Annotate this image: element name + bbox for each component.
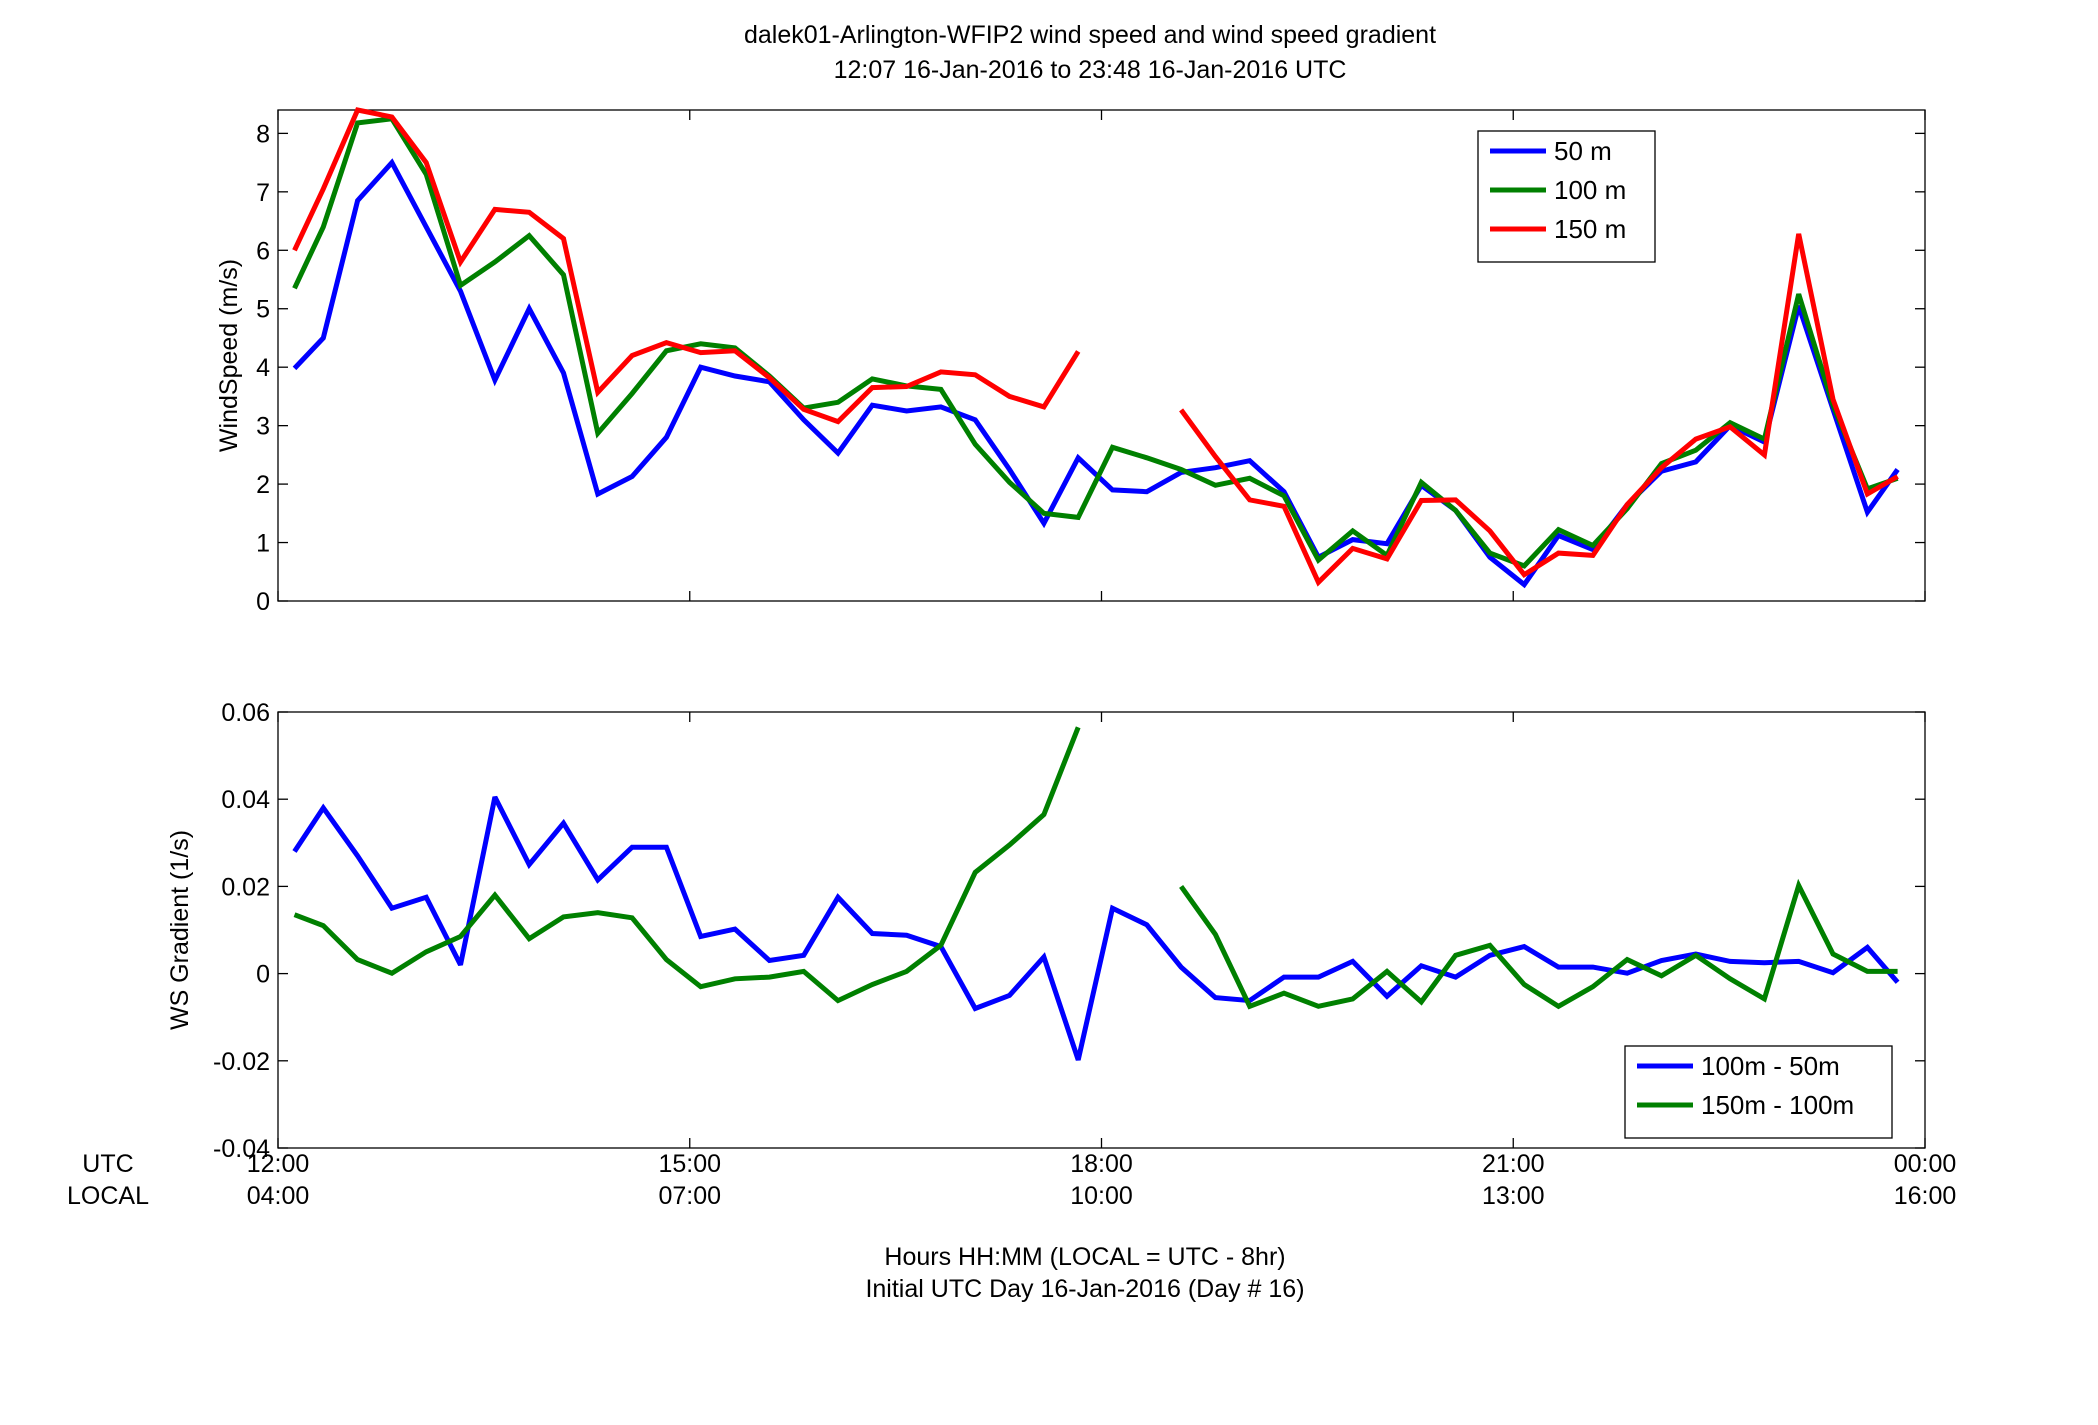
windspeed-series-line-50-m <box>292 158 1900 589</box>
gradient-legend-label: 150m - 100m <box>1701 1090 1854 1120</box>
gradient-legend-label: 100m - 50m <box>1701 1051 1840 1081</box>
utc-tick-label: 15:00 <box>658 1150 721 1178</box>
windspeed-ytick-label: 3 <box>256 413 270 441</box>
windspeed-axes-box <box>277 109 1926 602</box>
gradient-legend: 100m - 50m 150m - 100m <box>1624 1045 1893 1139</box>
gradient-series-line-100m-50m <box>292 795 1900 1061</box>
utc-tick-label: 12:00 <box>247 1150 310 1178</box>
local-tick-label: 13:00 <box>1482 1182 1545 1210</box>
x-axis-label-line2: Initial UTC Day 16-Jan-2016 (Day # 16) <box>865 1275 1304 1303</box>
windspeed-ylabel: WindSpeed (m/s) <box>215 259 243 452</box>
gradient-ytick-label: -0.04 <box>213 1135 270 1163</box>
gradient-ytick-label: 0.06 <box>221 699 270 727</box>
windspeed-ytick-label: 7 <box>256 179 270 207</box>
windspeed-ytick-label: 4 <box>256 354 270 382</box>
gradient-ytick-label: 0 <box>256 961 270 989</box>
gradient-ytick-label: 0.04 <box>221 786 270 814</box>
windspeed-legend-label: 100 m <box>1554 175 1626 205</box>
windspeed-series-line-100-m <box>292 116 1899 569</box>
windspeed-series-line-150-m-seg1 <box>292 107 1081 425</box>
windspeed-ytick-label: 2 <box>256 471 270 499</box>
local-tick-label: 04:00 <box>247 1182 310 1210</box>
windspeed-legend-label: 150 m <box>1554 214 1626 244</box>
utc-row-label: UTC <box>82 1150 133 1178</box>
windspeed-legend-label: 50 m <box>1554 136 1612 166</box>
local-tick-label: 16:00 <box>1894 1182 1957 1210</box>
windspeed-ytick-label: 8 <box>256 120 270 148</box>
windspeed-legend: 50 m 100 m 150 m <box>1477 130 1656 263</box>
windspeed-ytick-label: 6 <box>256 237 270 265</box>
local-tick-label: 10:00 <box>1070 1182 1133 1210</box>
windspeed-panel: 0 1 2 3 4 5 6 7 8 WindSpeed (m/s) 50 m 100 m 150 m <box>215 107 1926 616</box>
utc-tick-label: 18:00 <box>1070 1150 1133 1178</box>
gradient-series-line-150m-100m-seg1 <box>293 726 1081 1004</box>
local-row-label: LOCAL <box>67 1182 149 1210</box>
gradient-panel: -0.04 -0.02 0 0.02 0.04 0.06 WS Gradient (1/s)… <box>166 699 1926 1163</box>
local-tick-label: 07:00 <box>658 1182 721 1210</box>
windspeed-series-line-150-m-seg2 <box>1179 233 1899 587</box>
gradient-ytick-label: -0.02 <box>213 1048 270 1076</box>
windspeed-ytick-label: 0 <box>256 588 270 616</box>
gradient-legend-box <box>1624 1045 1893 1139</box>
utc-tick-label: 00:00 <box>1894 1150 1957 1178</box>
windspeed-ytick-label: 5 <box>256 296 270 324</box>
utc-tick-label: 21:00 <box>1482 1150 1545 1178</box>
chart-title-line1: dalek01-Arlington-WFIP2 wind speed and w… <box>744 21 1436 49</box>
x-axis-labels: UTC LOCAL Hours HH:MM (LOCAL = UTC - 8hr… <box>67 1150 1956 1303</box>
gradient-ylabel: WS Gradient (1/s) <box>166 830 194 1030</box>
gradient-ytick-label: 0.02 <box>221 873 270 901</box>
x-axis-label-line1: Hours HH:MM (LOCAL = UTC - 8hr) <box>884 1243 1285 1271</box>
gradient-series-line-150m-100m-seg2 <box>1179 878 1898 1010</box>
chart-title-line2: 12:07 16-Jan-2016 to 23:48 16-Jan-2016 U… <box>834 56 1347 84</box>
windspeed-ytick-label: 1 <box>256 530 270 558</box>
